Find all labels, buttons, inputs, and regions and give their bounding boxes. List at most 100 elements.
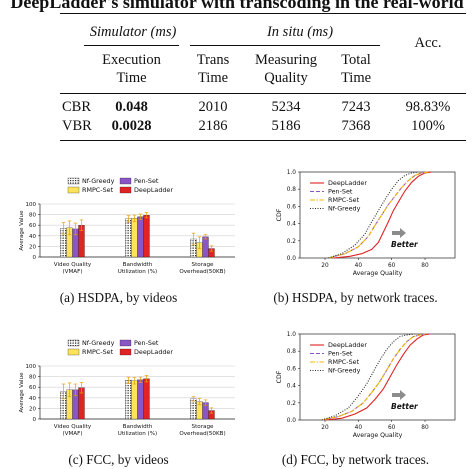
x-tick-label: Overhead(50KB): [179, 269, 225, 275]
legend-swatch: [67, 186, 80, 194]
x-tick-label: Storage: [192, 424, 214, 430]
cdf-line-rmpc-set: [321, 333, 427, 421]
x-tick-label: Video Quality: [54, 262, 92, 268]
y-axis-label: Average Value: [19, 372, 25, 413]
bar-pen-set: [137, 216, 144, 258]
table-col-acc: Acc.: [414, 35, 442, 51]
y-tick-label: 0: [33, 255, 37, 261]
x-tick-label: 20: [321, 263, 329, 269]
row-vbr-exec: 0.0028: [111, 118, 152, 134]
legend-label: Pen-Set: [134, 177, 159, 185]
table-sim-rule: [84, 45, 179, 46]
legend-label: DeepLadder: [134, 186, 173, 194]
x-tick-label: (VMAF): [62, 269, 82, 275]
table-group-simulator: Simulator (ms): [89, 24, 177, 40]
table-col-trans-l1: Trans: [196, 52, 230, 68]
table-col-exec-l1: Execution: [102, 52, 161, 68]
legend-label: RMPC-Set: [328, 358, 360, 366]
y-tick-label: 100: [26, 202, 37, 208]
row-cbr-acc: 98.83%: [405, 99, 451, 115]
x-tick-label: 40: [355, 263, 363, 269]
caption-a: (a) HSDPA, by videos: [59, 290, 178, 305]
cdf-chart-d: [298, 333, 456, 422]
better-label: Better: [391, 240, 419, 249]
legend-label: RMPC-Set: [82, 348, 114, 356]
cdf-line-rmpc-set: [328, 171, 429, 259]
page-title: DeepLadder's simulator with transcoding …: [10, 0, 464, 12]
table-col-total-l1: Total: [341, 52, 371, 68]
caption-b: (b) HSDPA, by network traces.: [273, 290, 438, 305]
x-tick-label: 20: [321, 425, 329, 431]
caption-d: (d) FCC, by network traces.: [281, 452, 430, 467]
table-mid-rule: [60, 93, 466, 94]
row-vbr-trans: 2186: [198, 118, 228, 134]
bar-chart-c: [38, 339, 235, 420]
y-tick-label: 80: [29, 375, 36, 381]
legend-label: Pen-Set: [328, 350, 353, 358]
caption-c: (c) FCC, by videos: [68, 452, 169, 467]
legend-label: DeepLadder: [328, 179, 367, 187]
cdf-chart-b: [298, 171, 456, 260]
y-tick-label: 1.0: [287, 170, 297, 176]
row-cbr-total: 7243: [341, 99, 371, 115]
x-tick-label: Video Quality: [54, 424, 92, 430]
table-group-insitu: In situ (ms): [266, 24, 334, 40]
y-tick-label: 80: [29, 213, 36, 219]
y-axis-label: CDF: [276, 208, 283, 221]
bar-rmpc-set: [131, 218, 138, 258]
table-insitu-rule: [190, 45, 380, 46]
y-tick-label: 60: [29, 223, 36, 229]
x-axis-label: Average Quality: [353, 270, 403, 277]
cdf-line-nf-greedy: [321, 333, 414, 421]
legend-label: Nf-Greedy: [82, 177, 115, 185]
table-bottom-rule: [60, 140, 466, 141]
bar-chart-a: [38, 177, 235, 258]
y-tick-label: 40: [29, 234, 36, 240]
legend-swatch: [119, 177, 132, 185]
row-cbr-label: CBR: [62, 99, 92, 115]
table-col-meas-l1: Measuring: [254, 52, 317, 68]
legend-label: Nf-Greedy: [82, 339, 115, 347]
x-tick-label: Overhead(50KB): [179, 431, 225, 437]
y-tick-label: 0.6: [287, 204, 297, 210]
legend-swatch: [119, 348, 132, 356]
y-tick-label: 0.0: [287, 256, 297, 262]
x-tick-label: Utilization (%): [118, 269, 158, 275]
legend-swatch: [67, 339, 80, 347]
legend-label: Nf-Greedy: [328, 367, 361, 375]
bar-nf-greedy: [125, 218, 132, 258]
row-cbr-trans: 2010: [198, 99, 228, 115]
y-axis-label: CDF: [276, 370, 283, 383]
y-tick-label: 20: [29, 406, 36, 412]
x-tick-label: 60: [388, 263, 396, 269]
bar-nf-greedy: [125, 380, 132, 420]
y-tick-label: 0.6: [287, 366, 297, 372]
y-tick-label: 100: [26, 364, 37, 370]
legend-label: DeepLadder: [134, 348, 173, 356]
x-tick-label: 80: [421, 263, 429, 269]
y-tick-label: 20: [29, 244, 36, 250]
plot-frame: [299, 171, 456, 259]
better-arrow: [392, 390, 406, 400]
y-tick-label: 0.2: [287, 239, 297, 245]
better-label: Better: [391, 402, 419, 411]
row-vbr-total: 7368: [341, 118, 371, 134]
y-tick-label: 0.4: [287, 222, 297, 228]
table-col-trans-l2: Time: [197, 70, 229, 86]
cdf-line-deepladder: [333, 171, 432, 259]
x-tick-label: Bandwidth: [123, 424, 153, 430]
bar-rmpc-set: [131, 380, 138, 420]
cdf-line-nf-greedy: [328, 171, 419, 259]
bar-pen-set: [202, 236, 209, 258]
x-tick-label: Storage: [192, 262, 214, 268]
x-tick-label: (VMAF): [62, 431, 82, 437]
legend-label: RMPC-Set: [82, 186, 114, 194]
legend-swatch: [119, 186, 132, 194]
legend-label: RMPC-Set: [328, 196, 360, 204]
x-tick-label: 40: [355, 425, 363, 431]
y-tick-label: 0.8: [287, 349, 297, 355]
y-tick-label: 0.8: [287, 187, 297, 193]
x-tick-label: Utilization (%): [118, 431, 158, 437]
